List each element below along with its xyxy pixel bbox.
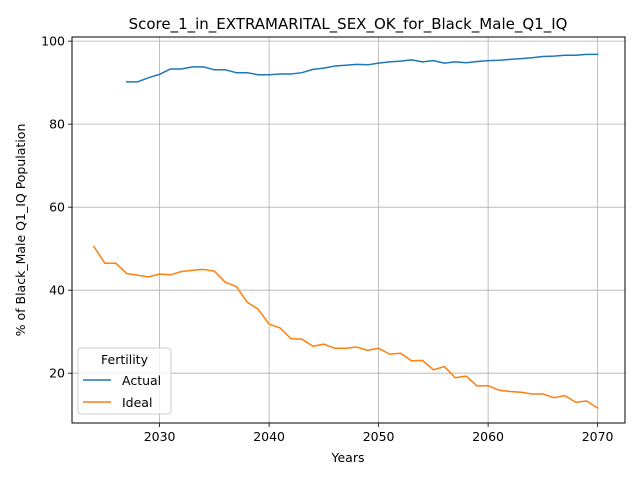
y-tick-label-40: 40 — [49, 283, 65, 298]
y-tick-label-60: 60 — [49, 200, 65, 215]
x-tick-label-2060: 2060 — [472, 429, 504, 444]
x-tick-label-2050: 2050 — [363, 429, 395, 444]
series-line-actual — [126, 53, 599, 83]
grid-lines — [72, 37, 625, 423]
legend: Fertility Actual Ideal — [77, 347, 172, 415]
y-tick-label-100: 100 — [41, 34, 65, 49]
legend-label-ideal: Ideal — [122, 395, 152, 410]
y-axis-label: % of Black_Male Q1_IQ Population — [13, 124, 28, 337]
series-line-ideal — [92, 245, 599, 410]
plot-frame — [71, 36, 626, 424]
y-tick-label-80: 80 — [49, 117, 65, 132]
series-lines — [92, 53, 599, 410]
y-tick-label-20: 20 — [49, 366, 65, 381]
x-axis-label: Years — [331, 450, 365, 465]
x-tick-label-2030: 2030 — [144, 429, 176, 444]
x-tick-label-2040: 2040 — [253, 429, 285, 444]
legend-box — [77, 347, 172, 415]
legend-title: Fertility — [101, 352, 149, 367]
x-tick-label-2070: 2070 — [582, 429, 614, 444]
legend-label-actual: Actual — [122, 373, 161, 388]
chart-title: Score_1_in_EXTRAMARITAL_SEX_OK_for_Black… — [129, 15, 568, 34]
